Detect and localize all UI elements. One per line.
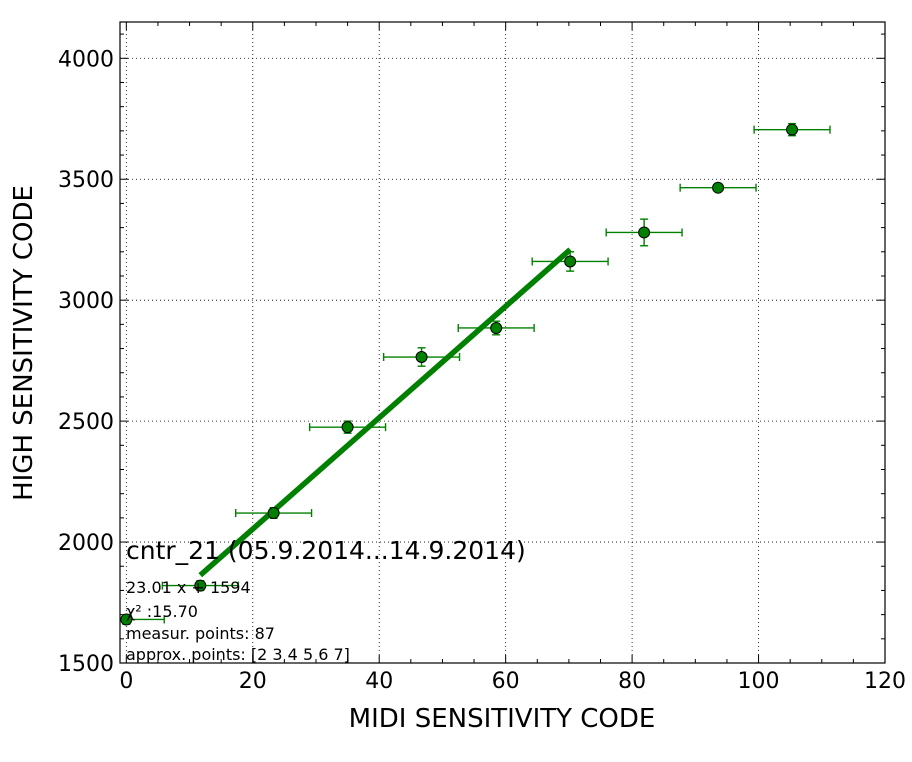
annotation-equation: 23.01 x + 1594	[126, 578, 251, 597]
data-point	[341, 421, 354, 434]
minor-ticks	[120, 22, 885, 663]
annotation-approx-points: approx. points: [2 3 4 5 6 7]	[126, 645, 350, 664]
y-tick-label: 2000	[58, 531, 114, 556]
plot-frame	[119, 21, 886, 664]
major-ticks	[120, 22, 886, 664]
data-points-group	[120, 123, 799, 626]
data-point	[638, 226, 651, 239]
y-tick-label: 1500	[58, 652, 114, 677]
data-point	[415, 351, 428, 364]
x-tick-label: 120	[864, 669, 906, 694]
data-point	[712, 181, 725, 194]
x-tick-label: 20	[239, 669, 267, 694]
y-tick-label: 3500	[58, 168, 114, 193]
data-point	[267, 507, 280, 520]
data-point	[194, 579, 207, 592]
data-point	[786, 123, 799, 136]
y-axis-label: HIGH SENSITIVITY CODE	[9, 185, 39, 501]
x-tick-label: 60	[492, 669, 520, 694]
annotation-title: cntr_21 (05.9.2014...14.9.2014)	[126, 536, 526, 565]
y-tick-label: 3000	[58, 289, 114, 314]
data-point	[120, 613, 133, 626]
y-tick-label: 2500	[58, 410, 114, 435]
data-point	[564, 255, 577, 268]
fit-line	[198, 247, 572, 578]
annotation-chi2: χ² :15.70	[126, 602, 198, 621]
x-tick-labels: 0 20 40 60 80 100 120	[119, 669, 906, 694]
data-point	[490, 321, 503, 334]
x-tick-label: 0	[119, 669, 133, 694]
y-tick-labels: 1500 2000 2500 3000 3500 4000	[58, 47, 114, 677]
x-axis-label: MIDI SENSITIVITY CODE	[349, 704, 656, 734]
annotation-measur-points: measur. points: 87	[126, 624, 275, 643]
x-tick-label: 100	[738, 669, 780, 694]
x-tick-label: 40	[365, 669, 393, 694]
x-tick-label: 80	[618, 669, 646, 694]
y-tick-label: 4000	[58, 47, 114, 72]
fit-line-group	[198, 247, 572, 578]
